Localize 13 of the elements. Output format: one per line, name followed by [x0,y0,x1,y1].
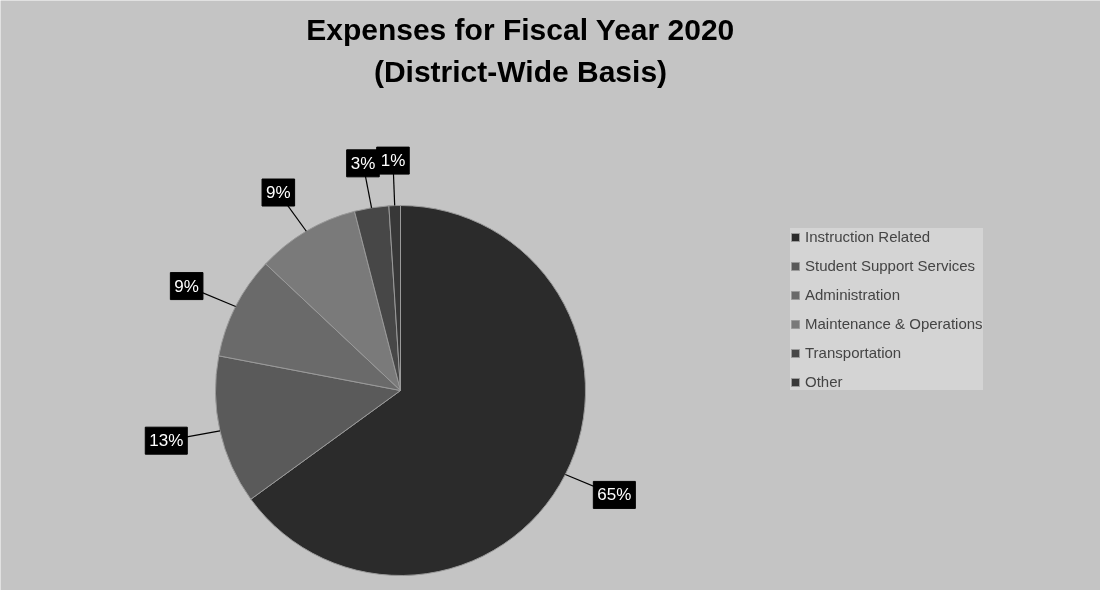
legend-label: Transportation [805,344,902,361]
legend-label: Instruction Related [805,228,931,245]
data-label: 9% [266,183,291,203]
data-label: 13% [149,431,184,451]
chart-title: Expenses for Fiscal Year 2020 (District-Wide Basis) [306,12,735,88]
data-label: 65% [597,485,632,505]
data-label: 1% [380,151,406,171]
data-label: 9% [174,276,199,296]
legend-label: Other [805,373,843,390]
data-label: 3% [350,153,376,173]
legend-label: Administration [805,286,901,303]
legend-label: Maintenance & Operations [805,315,983,332]
legend-label: Student Support Services [805,257,976,274]
